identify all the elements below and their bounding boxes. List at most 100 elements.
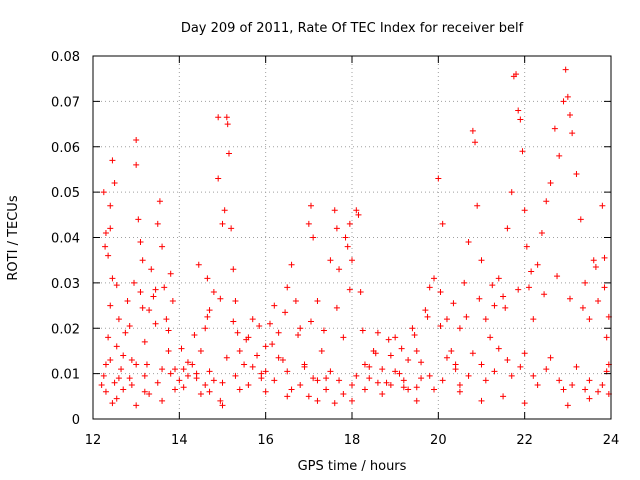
data-point	[159, 366, 166, 373]
data-point	[450, 300, 457, 307]
data-point	[107, 225, 114, 232]
data-point	[519, 148, 526, 155]
data-point	[411, 332, 418, 339]
data-point	[102, 388, 109, 395]
data-point	[566, 295, 573, 302]
data-point	[111, 180, 118, 187]
data-point	[262, 368, 269, 375]
data-point	[355, 211, 362, 218]
data-point	[225, 150, 232, 157]
data-point	[359, 327, 366, 334]
data-point	[456, 325, 463, 332]
data-point	[284, 284, 291, 291]
data-point	[472, 139, 479, 146]
data-point	[400, 384, 407, 391]
data-point	[353, 207, 360, 214]
data-point	[167, 270, 174, 277]
data-point	[150, 293, 157, 300]
data-point	[439, 377, 446, 384]
y-tick-label: 0.06	[51, 141, 80, 156]
data-point	[197, 347, 204, 354]
data-point	[586, 395, 593, 402]
data-point	[111, 379, 118, 386]
data-point	[513, 71, 520, 78]
data-point	[551, 125, 558, 132]
data-point	[133, 136, 140, 143]
data-point	[426, 284, 433, 291]
data-point	[349, 257, 355, 264]
data-point	[582, 386, 589, 393]
data-point	[195, 261, 202, 268]
data-point	[102, 243, 109, 250]
data-point	[504, 225, 511, 232]
y-tick-label: 0.05	[51, 186, 80, 201]
data-point	[323, 375, 330, 382]
data-point	[314, 377, 321, 384]
data-point	[431, 386, 438, 393]
data-point	[206, 368, 213, 375]
data-point	[595, 298, 602, 305]
data-point	[374, 329, 381, 336]
data-point	[515, 286, 522, 293]
x-tick-label: 14	[171, 433, 188, 448]
data-point	[405, 386, 412, 393]
data-point	[219, 379, 226, 386]
x-tick-label: 24	[603, 433, 620, 448]
data-point	[184, 372, 191, 379]
data-point	[126, 375, 133, 382]
data-point	[288, 386, 295, 393]
data-point	[217, 295, 224, 302]
data-point	[141, 372, 148, 379]
data-point	[349, 381, 355, 388]
data-point	[102, 361, 109, 368]
data-point	[340, 334, 347, 341]
grid-lines	[93, 56, 611, 419]
data-point	[193, 375, 200, 382]
data-point	[400, 377, 407, 384]
data-point	[165, 347, 172, 354]
data-point	[215, 175, 222, 182]
data-point	[333, 304, 340, 311]
data-point	[530, 372, 537, 379]
x-tick-label: 12	[85, 433, 102, 448]
data-point	[314, 298, 321, 305]
data-point	[439, 220, 446, 227]
y-tick-label: 0	[72, 413, 80, 428]
data-point	[469, 350, 476, 357]
data-point	[569, 130, 576, 137]
data-point	[379, 391, 386, 398]
y-tick-label: 0.08	[51, 50, 80, 65]
data-point	[452, 366, 459, 373]
data-point	[135, 216, 142, 223]
data-point	[271, 377, 278, 384]
data-point	[133, 361, 140, 368]
data-point	[154, 379, 161, 386]
data-point	[215, 114, 222, 121]
data-point	[523, 243, 530, 250]
data-point	[463, 313, 470, 320]
data-point	[172, 386, 179, 393]
data-point	[320, 327, 327, 334]
data-point	[562, 66, 569, 73]
data-point	[105, 252, 112, 259]
data-point	[474, 202, 481, 209]
data-point	[295, 332, 302, 339]
data-point	[465, 372, 472, 379]
data-point	[336, 266, 343, 273]
data-point	[109, 157, 116, 164]
data-point	[515, 107, 522, 114]
data-point	[269, 341, 276, 348]
data-point	[547, 354, 554, 361]
data-point	[249, 363, 256, 370]
data-point	[143, 361, 150, 368]
data-point	[297, 381, 304, 388]
data-point	[301, 363, 308, 370]
data-point	[528, 268, 535, 275]
data-point	[204, 275, 211, 282]
data-point	[232, 298, 239, 305]
data-point	[249, 316, 256, 323]
data-point	[590, 257, 597, 264]
x-tick-label: 20	[430, 433, 447, 448]
data-point	[372, 350, 379, 357]
